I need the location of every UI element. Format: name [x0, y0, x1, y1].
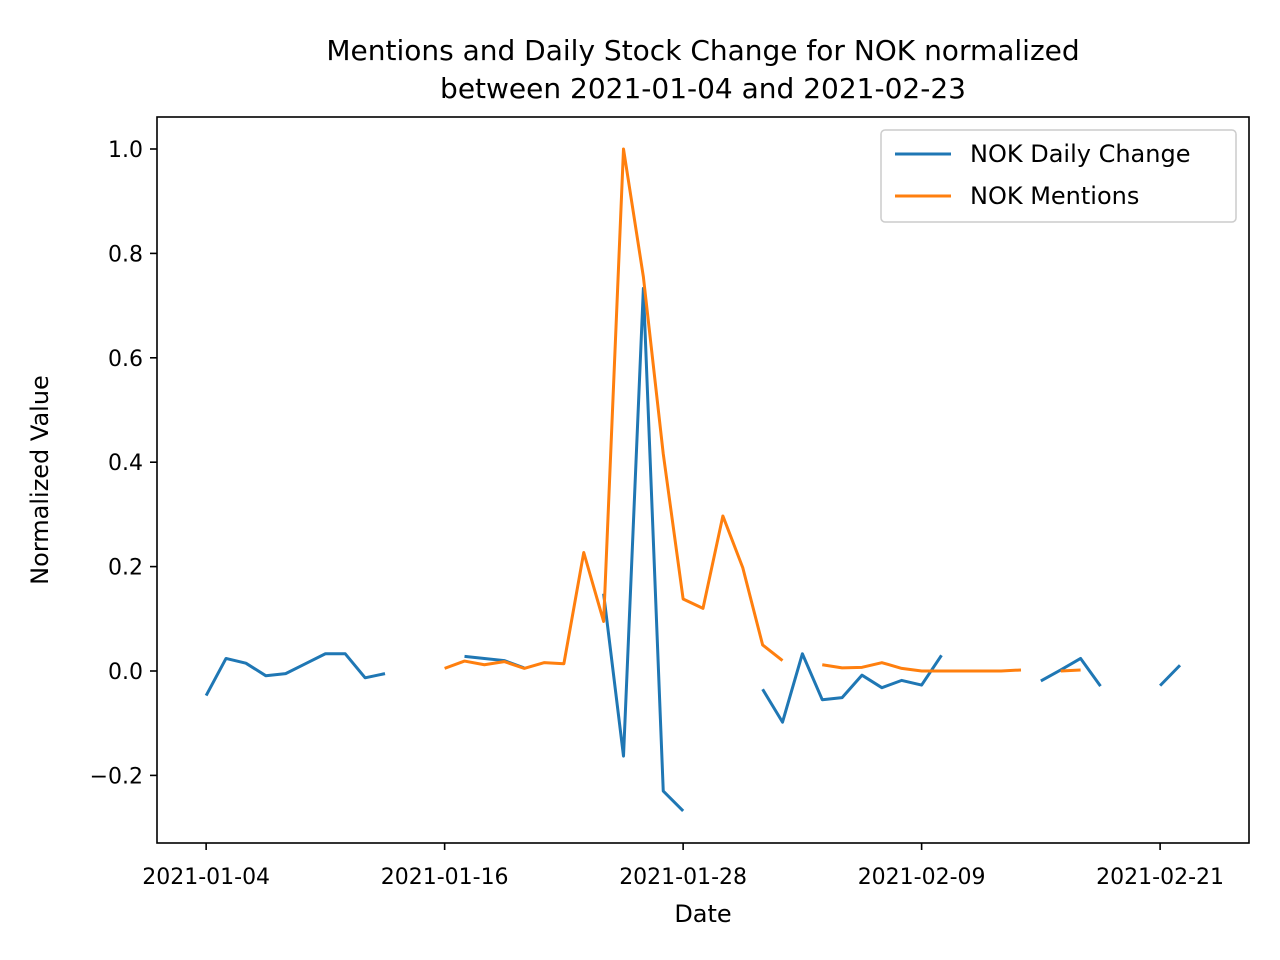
x-tick-label: 2021-01-04	[142, 865, 270, 890]
plot-lines	[204, 147, 1182, 812]
x-axis-label: Date	[674, 900, 731, 928]
legend-label-daily-change: NOK Daily Change	[970, 140, 1190, 168]
chart-title: Mentions and Daily Stock Change for NOK …	[326, 34, 1079, 67]
daily-change-line-segment-3	[761, 652, 943, 724]
mentions-line-segment-1	[822, 661, 1022, 673]
y-tick-label: 0.0	[108, 660, 143, 685]
y-axis-label: Normalized Value	[26, 375, 54, 585]
daily-change-line-segment-4	[1040, 656, 1102, 688]
y-tick-label: 1.0	[108, 138, 143, 163]
legend-box	[880, 129, 1237, 223]
y-tick-label: −0.2	[90, 764, 143, 789]
y-tick-label: 0.8	[108, 242, 143, 267]
y-tick-label: 0.2	[108, 556, 143, 581]
daily-change-line-segment-5	[1159, 664, 1182, 687]
daily-change-line-segment-0	[204, 652, 386, 697]
x-tick-label: 2021-02-21	[1096, 865, 1224, 890]
legend-label-mentions: NOK Mentions	[970, 182, 1139, 210]
legend: NOK Daily Change NOK Mentions	[880, 129, 1237, 223]
x-tick-label: 2021-01-16	[381, 865, 509, 890]
y-tick-label: 0.6	[108, 347, 143, 372]
mentions-line-segment-2	[1060, 668, 1081, 673]
x-tick-label: 2021-02-09	[858, 865, 986, 890]
mentions-line-segment-0	[444, 147, 784, 670]
x-tick-label: 2021-01-28	[619, 865, 747, 890]
chart-subtitle: between 2021-01-04 and 2021-02-23	[440, 72, 966, 105]
x-axis-ticks: 2021-01-04 2021-01-16 2021-01-28 2021-02-09…	[142, 843, 1224, 890]
y-tick-label: 0.4	[108, 451, 143, 476]
y-axis-ticks: −0.2 0.0 0.2 0.4 0.6 0.8 1.0	[90, 138, 157, 789]
plot-frame	[156, 116, 1250, 844]
